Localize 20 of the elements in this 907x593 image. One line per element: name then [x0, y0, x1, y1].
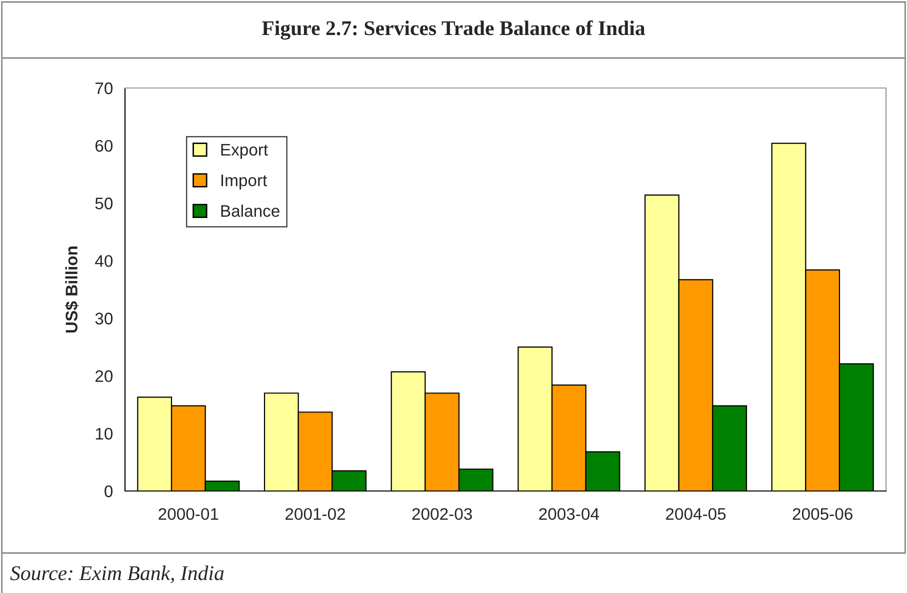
x-tick-label: 2000-01: [158, 508, 218, 520]
legend-label: Balance: [221, 204, 280, 217]
y-tick-label: 0: [104, 485, 113, 498]
chart-title: Figure 2.7: Services Trade Balance of India: [262, 20, 646, 40]
y-tick-label: 50: [95, 198, 113, 210]
y-tick-label: 40: [95, 255, 113, 267]
y-axis-title: US$ Billion: [64, 246, 79, 332]
x-tick-label: 2003-04: [539, 508, 600, 520]
source-note: Source: Exim Bank, India: [10, 566, 224, 584]
legend-label: Import: [221, 174, 268, 190]
x-tick-label: 2001-02: [286, 508, 345, 520]
y-tick-label: 70: [96, 82, 113, 94]
y-tick-label: 60: [96, 140, 113, 152]
x-tick-label: 2005-06: [792, 508, 852, 520]
x-tick-label: 2004-05: [666, 508, 726, 520]
legend-label: Export: [221, 144, 268, 159]
y-tick-label: 30: [95, 312, 113, 324]
y-tick-label: 10: [96, 428, 113, 440]
x-tick-label: 2002-03: [412, 508, 472, 520]
y-tick-label: 20: [95, 370, 113, 382]
